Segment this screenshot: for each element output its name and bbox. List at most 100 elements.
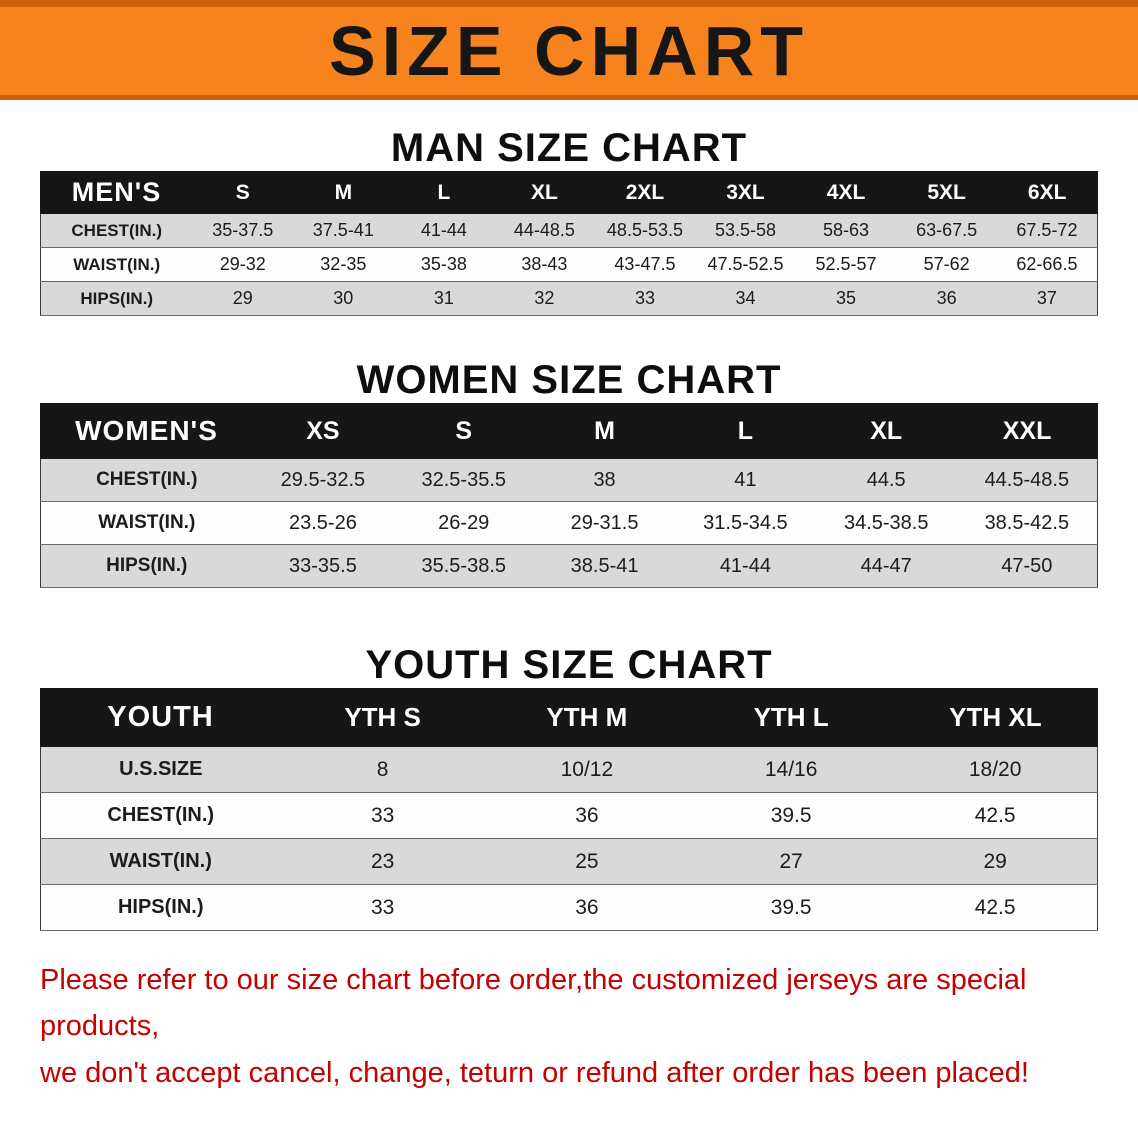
value-cell: 29-31.5 [534, 501, 675, 545]
size-header-cell: YTH M [484, 688, 690, 747]
youth-section-heading: YOUTH SIZE CHART [365, 643, 773, 687]
youth-size-table: YOUTH YTH S YTH M YTH L YTH XL U.S.SIZE 8 10/12… [40, 688, 1099, 931]
table-row: CHEST(IN.) 35-37.5 37.5-41 41-44 44-48.5 48.5… [40, 213, 1098, 248]
size-header-cell: 3XL [694, 171, 797, 214]
value-cell: 33 [280, 792, 485, 839]
disclaimer-line-2: we don't accept cancel, change, teturn o… [40, 1056, 1029, 1089]
value-cell: 52.5-57 [795, 247, 897, 282]
row-label-cell: WAIST(IN.) [40, 501, 253, 545]
size-header-cell: 5XL [895, 171, 998, 214]
table-row: WAIST(IN.) 23 25 27 29 [40, 838, 1098, 885]
disclaimer-line-1: Please refer to our size chart before or… [40, 964, 1027, 1043]
value-cell: 43-47.5 [594, 247, 696, 282]
section-youth: YOUTH SIZE CHART YOUTH YTH S YTH M YTH L YTH… [0, 643, 1138, 931]
value-cell: 33-35.5 [252, 544, 394, 588]
value-cell: 33 [594, 281, 696, 316]
table-title-cell: MEN'S [40, 171, 193, 214]
value-cell: 62-66.5 [996, 247, 1098, 282]
row-label-cell: WAIST(IN.) [40, 838, 281, 885]
size-header-cell: S [392, 403, 535, 459]
table-row: CHEST(IN.) 33 36 39.5 42.5 [40, 792, 1098, 839]
size-header-cell: M [533, 403, 676, 459]
value-cell: 35-37.5 [192, 213, 294, 248]
table-header-row: MEN'S S M L XL 2XL 3XL 4XL 5XL 6XL [40, 171, 1098, 214]
men-size-table: MEN'S S M L XL 2XL 3XL 4XL 5XL 6XL CHEST(IN.) 35-37… [40, 171, 1098, 316]
value-cell: 34.5-38.5 [815, 501, 957, 545]
value-cell: 32-35 [293, 247, 394, 282]
value-cell: 33 [280, 884, 485, 931]
table-row: U.S.SIZE 8 10/12 14/16 18/20 [40, 746, 1098, 793]
table-title-cell: YOUTH [40, 688, 281, 747]
value-cell: 57-62 [896, 247, 997, 282]
value-cell: 38 [534, 458, 675, 502]
value-cell: 36 [484, 884, 689, 931]
value-cell: 10/12 [484, 746, 689, 793]
value-cell: 23 [280, 838, 485, 885]
size-header-cell: XS [252, 403, 394, 459]
size-header-cell: L [674, 403, 817, 459]
value-cell: 38.5-42.5 [956, 501, 1098, 545]
value-cell: 29 [893, 838, 1098, 885]
value-cell: 38-43 [494, 247, 595, 282]
size-header-cell: YTH S [279, 688, 486, 747]
men-section-heading: MAN SIZE CHART [390, 126, 748, 170]
row-label-cell: U.S.SIZE [40, 746, 281, 793]
row-label-cell: CHEST(IN.) [40, 458, 253, 502]
table-header-row: YOUTH YTH S YTH M YTH L YTH XL [40, 688, 1099, 747]
size-header-cell: XXL [956, 403, 1098, 459]
size-header-cell: XL [493, 171, 596, 214]
value-cell: 31.5-34.5 [674, 501, 816, 545]
value-cell: 38.5-41 [534, 544, 675, 588]
size-header-cell: L [393, 171, 495, 214]
value-cell: 44.5-48.5 [956, 458, 1098, 502]
page-title: SIZE CHART [329, 12, 809, 90]
value-cell: 37 [996, 281, 1098, 316]
table-header-row: WOMEN'S XS S M L XL XXL [40, 403, 1098, 459]
value-cell: 32 [494, 281, 595, 316]
size-header-cell: YTH L [688, 688, 894, 747]
value-cell: 41-44 [393, 213, 495, 248]
value-cell: 29.5-32.5 [252, 458, 394, 502]
value-cell: 29-32 [192, 247, 294, 282]
value-cell: 53.5-58 [695, 213, 796, 248]
table-row: HIPS(IN.) 33-35.5 35.5-38.5 38.5-41 41-44 44-… [40, 544, 1098, 588]
size-header-cell: XL [815, 403, 958, 459]
size-header-cell: 6XL [996, 171, 1098, 214]
value-cell: 42.5 [893, 884, 1098, 931]
size-header-cell: S [192, 171, 294, 214]
row-label-cell: HIPS(IN.) [40, 281, 193, 316]
value-cell: 36 [484, 792, 689, 839]
value-cell: 18/20 [893, 746, 1098, 793]
women-size-table: WOMEN'S XS S M L XL XXL CHEST(IN.) 29.5-32.5 32.5… [40, 403, 1098, 588]
value-cell: 39.5 [689, 884, 894, 931]
value-cell: 32.5-35.5 [393, 458, 535, 502]
value-cell: 41-44 [674, 544, 816, 588]
banner: SIZE CHART [0, 0, 1138, 100]
value-cell: 44-47 [815, 544, 957, 588]
value-cell: 29 [192, 281, 294, 316]
value-cell: 48.5-53.5 [594, 213, 696, 248]
disclaimer: Please refer to our size chart before or… [40, 957, 1118, 1096]
size-header-cell: YTH XL [892, 688, 1099, 747]
value-cell: 26-29 [393, 501, 535, 545]
value-cell: 37.5-41 [293, 213, 394, 248]
row-label-cell: CHEST(IN.) [40, 792, 281, 839]
value-cell: 44.5 [815, 458, 957, 502]
section-women: WOMEN SIZE CHART WOMEN'S XS S M L XL XXL CHEST(… [0, 358, 1138, 588]
size-chart-page: SIZE CHART MAN SIZE CHART MEN'S S M L XL 2XL 3… [0, 0, 1138, 1096]
value-cell: 34 [695, 281, 796, 316]
value-cell: 23.5-26 [252, 501, 394, 545]
value-cell: 25 [484, 838, 689, 885]
size-header-cell: M [292, 171, 395, 214]
row-label-cell: HIPS(IN.) [40, 544, 253, 588]
women-section-heading: WOMEN SIZE CHART [356, 358, 782, 402]
value-cell: 47.5-52.5 [695, 247, 796, 282]
size-header-cell: 2XL [594, 171, 696, 214]
value-cell: 35-38 [393, 247, 495, 282]
value-cell: 58-63 [795, 213, 897, 248]
value-cell: 67.5-72 [996, 213, 1098, 248]
size-header-cell: 4XL [795, 171, 897, 214]
section-men: MAN SIZE CHART MEN'S S M L XL 2XL 3XL 4XL 5XL 6XL… [0, 126, 1138, 316]
row-label-cell: WAIST(IN.) [40, 247, 193, 282]
value-cell: 14/16 [689, 746, 894, 793]
